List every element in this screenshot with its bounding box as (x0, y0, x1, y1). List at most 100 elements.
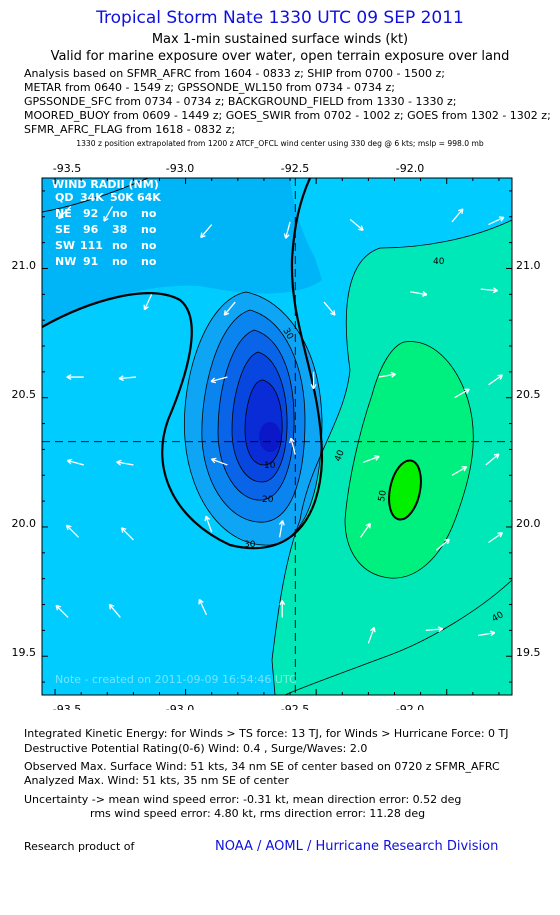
analysis-line-1: Analysis based on SFMR_AFRC from 1604 - … (24, 67, 445, 80)
analyzed-max-wind: Analyzed Max. Wind: 51 kts, 35 nm SE of … (24, 774, 289, 787)
wind-vector (488, 532, 504, 544)
wind-vector (66, 458, 84, 466)
y-tick-label-right: 20.5 (516, 388, 541, 401)
subtitle-max-wind: Max 1-min sustained surface winds (kt) (151, 32, 409, 47)
wind-radii-se-34k: 96 (83, 223, 99, 236)
axis-ticks (42, 178, 512, 695)
wind-radii-ne-64k: no (141, 207, 157, 220)
position-note: 1330 z position extrapolated from 1200 z… (76, 139, 484, 148)
wind-radii-table: WIND RADII (NM) QD 34K 50K 64K NE 92 no … (52, 178, 161, 268)
creation-note: Note - created on 2011-09-09 16:54:46 UT… (55, 673, 297, 686)
y-tick-label-right: 21.0 (516, 259, 541, 272)
plot-frame (41, 177, 513, 696)
wind-field-chart: 30 10 20 30 40 40 40 50 WIND RADII (NM) … (12, 162, 541, 710)
analysis-line-2: METAR from 0640 - 1549 z; GPSSONDE_WL150… (24, 81, 395, 94)
y-tick-label-left: 21.0 (12, 259, 37, 272)
wind-radii-title: WIND RADII (NM) (52, 178, 159, 191)
wind-radii-sw-50k: no (112, 239, 128, 252)
hrd-link[interactable]: NOAA / AOML / Hurricane Research Divisio… (215, 839, 499, 854)
contour-label: 40 (333, 449, 346, 463)
wind-vector (435, 538, 450, 551)
wind-radii-sw-64k: no (141, 239, 157, 252)
wind-radii-header-34k: 34K (80, 191, 104, 204)
wind-radii-header-qd: QD (55, 191, 73, 204)
wind-vector (349, 218, 364, 231)
contour-line-40 (271, 219, 512, 695)
wind-vector (58, 205, 72, 220)
x-tick-label-bottom: -92.0 (396, 703, 424, 710)
wind-vector (283, 221, 291, 239)
wind-vector (55, 604, 69, 618)
wind-vector (204, 515, 213, 533)
wind-vector (143, 294, 153, 311)
contour-line-15 (217, 329, 295, 501)
contour-line-25 (201, 309, 306, 523)
wind-radii-ne-50k: no (112, 207, 128, 220)
uncertainty-line-1: Uncertainty -> mean wind speed error: -0… (24, 793, 462, 806)
contour-line-10 (231, 351, 288, 483)
wind-radii-sw-qd: SW (55, 239, 75, 252)
wind-vector (323, 301, 336, 316)
wind-radii-ne-qd: NE (55, 207, 72, 220)
x-tick-label-top: -92.0 (396, 162, 424, 175)
contour-label: 30 (244, 540, 256, 550)
contour-label: 10 (264, 461, 276, 471)
wind-radii-nw-qd: NW (55, 255, 76, 268)
x-tick-label-top: -93.5 (53, 162, 81, 175)
wind-vector (278, 520, 285, 538)
analysis-line-4: MOORED_BUOY from 0609 - 1449 z; GOES_SWI… (24, 109, 551, 122)
wind-vector (66, 374, 84, 381)
x-tick-label-bottom: -93.5 (53, 703, 81, 710)
wind-vectors (55, 205, 505, 644)
analysis-line-3: GPSSONDE_SFC from 0734 - 0734 z; BACKGRO… (24, 95, 457, 108)
wind-radii-se-50k: 38 (112, 223, 127, 236)
wind-vector (454, 388, 470, 399)
wind-vector (480, 287, 498, 294)
wind-radii-se-64k: no (141, 223, 157, 236)
contour-line-5 (244, 379, 283, 466)
wind-vector (223, 301, 236, 316)
wind-vector (360, 522, 371, 538)
wind-vector (477, 630, 496, 637)
wind-vector (485, 453, 500, 466)
wind-radii-nw-64k: no (141, 255, 157, 268)
wind-vector (488, 374, 504, 386)
contour-line-45 (344, 341, 474, 579)
ike-line: Integrated Kinetic Energy: for Winds > T… (24, 727, 509, 740)
subtitle-exposure: Valid for marine exposure over water, op… (50, 49, 510, 64)
dpr-line: Destructive Potential Rating(0-6) Wind: … (24, 742, 368, 755)
contour-band-50 (389, 460, 421, 520)
wind-vector (425, 626, 444, 633)
wind-vector (108, 603, 121, 618)
wind-vector (210, 376, 228, 384)
y-tick-label-left: 20.5 (12, 388, 37, 401)
wind-vector (488, 216, 505, 226)
uncertainty-line-2: rms wind speed error: 4.80 kt, rms direc… (90, 807, 426, 820)
wind-vector (103, 206, 114, 222)
wind-vector (116, 459, 134, 466)
contour-label: 40 (433, 257, 445, 267)
x-tick-label-bottom: -93.0 (166, 703, 194, 710)
research-label: Research product of (24, 840, 135, 853)
wind-vector (210, 457, 228, 466)
x-tick-label-top: -92.5 (281, 162, 309, 175)
nw-wind-region (42, 178, 322, 327)
contour-line-50 (388, 459, 422, 521)
y-tick-label-left: 19.5 (12, 646, 37, 659)
contour-line-40-south (284, 579, 512, 695)
x-tick-label-bottom: -92.5 (281, 703, 309, 710)
contour-line-30 (183, 291, 323, 546)
wind-radii-nw-50k: no (112, 255, 128, 268)
wind-radii-se-qd: SE (55, 223, 70, 236)
wind-vector (200, 224, 213, 239)
contour-line-34kt (42, 178, 324, 550)
x-tick-label-top: -93.0 (166, 162, 194, 175)
wind-radii-ne-34k: 92 (83, 207, 98, 220)
y-tick-label-right: 20.0 (516, 517, 541, 530)
wind-vector (410, 291, 428, 297)
wind-vector (65, 524, 80, 538)
wind-vector (378, 371, 396, 378)
wind-vector (362, 455, 380, 463)
contour-line-nw (42, 178, 149, 213)
wind-radii-nw-34k: 91 (83, 255, 98, 268)
